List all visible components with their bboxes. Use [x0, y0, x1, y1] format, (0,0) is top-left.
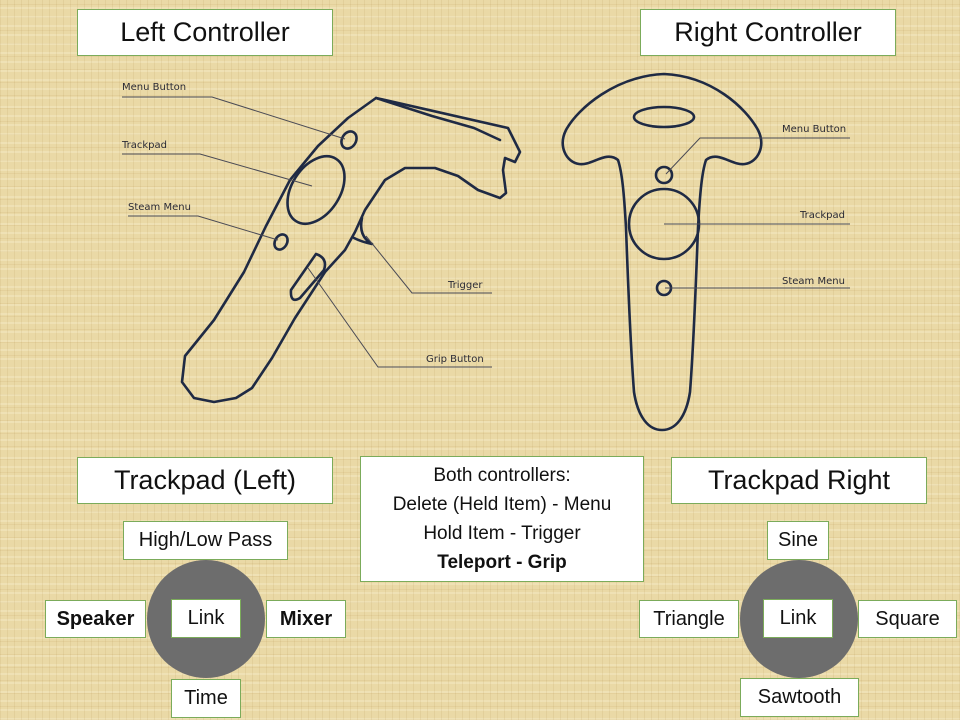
left-grip-button-shape [289, 252, 327, 302]
left-callout-steam-menu: Steam Menu [128, 202, 191, 213]
right-controller-drawing [561, 72, 763, 432]
trackpad-left-title: Trackpad (Left) [77, 457, 333, 504]
right-callout-steam-menu: Steam Menu [782, 276, 845, 287]
trackpad-right-bottom-label: Sawtooth [740, 678, 859, 717]
both-controllers-line-2: Hold Item - Trigger [423, 523, 581, 544]
left-callout-grip-button: Grip Button [426, 354, 484, 365]
trackpad-left-right-label: Mixer [266, 600, 346, 638]
left-controller-drawing [180, 96, 522, 404]
trackpad-left-bottom-label: Time [171, 679, 241, 718]
left-controller-ridge [374, 96, 502, 142]
right-top-slot-shape [632, 105, 696, 129]
left-callout-menu-button: Menu Button [122, 82, 187, 93]
left-controller-body [180, 96, 522, 404]
trackpad-left-top-label: High/Low Pass [123, 521, 288, 560]
right-callout-lines [664, 137, 850, 289]
right-controller-title: Right Controller [640, 9, 896, 56]
trackpad-right-center-label: Link [763, 599, 833, 638]
right-menu-button-shape [654, 165, 674, 185]
both-controllers-heading: Both controllers: [433, 465, 571, 486]
left-menu-button-shape [340, 130, 358, 150]
left-controller-title: Left Controller [77, 9, 333, 56]
both-controllers-line-3: Teleport - Grip [437, 552, 567, 573]
left-callout-trigger: Trigger [448, 280, 483, 291]
trackpad-right-top-label: Sine [767, 521, 829, 560]
trackpad-left-center-label: Link [171, 599, 241, 638]
both-controllers-box: Both controllers: Delete (Held Item) - M… [360, 456, 644, 582]
left-trackpad-shape [286, 155, 346, 225]
left-callout-trackpad: Trackpad [122, 140, 167, 151]
trackpad-right-title: Trackpad Right [671, 457, 927, 504]
right-callout-trackpad: Trackpad [800, 210, 845, 221]
both-controllers-line-1: Delete (Held Item) - Menu [392, 494, 612, 515]
left-steam-menu-shape [273, 233, 289, 251]
trackpad-left-left-label: Speaker [45, 600, 146, 638]
right-controller-body [561, 72, 763, 432]
trackpad-right-left-label: Triangle [639, 600, 739, 638]
left-callout-lines [122, 96, 492, 368]
trackpad-right-right-label: Square [858, 600, 957, 638]
right-callout-menu-button: Menu Button [782, 124, 847, 135]
